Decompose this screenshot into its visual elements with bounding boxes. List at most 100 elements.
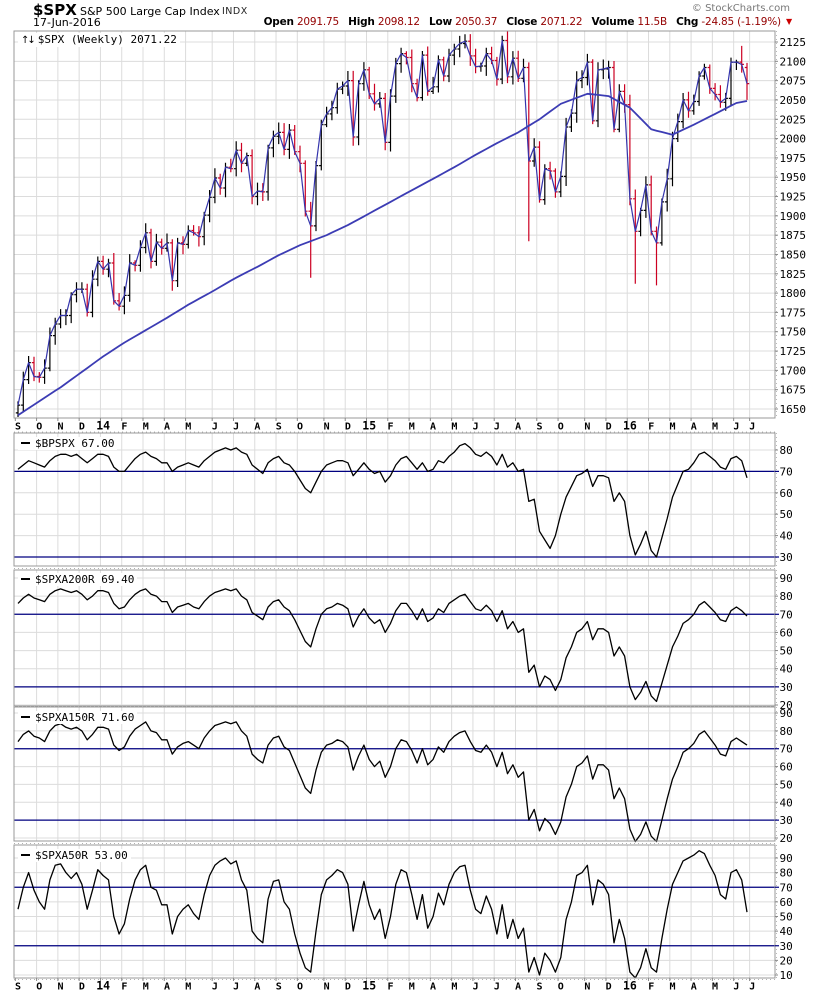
svg-text:F: F xyxy=(387,982,393,993)
svg-text:A: A xyxy=(164,422,170,433)
svg-text:80: 80 xyxy=(780,590,793,603)
svg-text:1775: 1775 xyxy=(780,306,807,319)
volume-label: Volume xyxy=(591,16,635,28)
indicator-line xyxy=(17,850,748,979)
low-value: 2050.37 xyxy=(455,16,498,28)
svg-text:F: F xyxy=(387,422,393,433)
svg-text:1925: 1925 xyxy=(780,191,807,204)
svg-text:40: 40 xyxy=(780,796,793,809)
chart-area: 2125 2100 2075 2050 2025 2000 1975 1950 1925 1900… xyxy=(0,30,820,1000)
svg-text:O: O xyxy=(36,982,42,993)
svg-text:30: 30 xyxy=(780,814,793,827)
svg-text:1900: 1900 xyxy=(780,210,807,223)
month-axis: S O N D 14 F M A M J J A S O N D 15 F M A M J J A S O N D 16 F M A M J J xyxy=(14,418,755,433)
svg-text:50: 50 xyxy=(780,508,793,521)
panel-spxa150r: 90 80 70 60 50 40 30 20 xyxy=(13,706,793,845)
svg-text:1850: 1850 xyxy=(780,248,807,261)
svg-text:90: 90 xyxy=(780,572,793,585)
svg-text:M: M xyxy=(669,422,675,433)
svg-text:30: 30 xyxy=(780,551,793,564)
svg-text:A: A xyxy=(164,982,170,993)
svg-text:D: D xyxy=(606,422,612,433)
legend-dash-icon xyxy=(21,854,30,856)
svg-text:1825: 1825 xyxy=(780,268,807,281)
indicator-line xyxy=(17,721,748,843)
svg-text:M: M xyxy=(451,422,457,433)
svg-text:80: 80 xyxy=(780,725,793,738)
svg-text:N: N xyxy=(58,422,64,433)
svg-text:60: 60 xyxy=(780,761,793,774)
svg-text:30: 30 xyxy=(780,940,793,953)
svg-text:2075: 2075 xyxy=(780,75,807,88)
svg-text:50: 50 xyxy=(780,911,793,924)
svg-text:F: F xyxy=(648,982,654,993)
svg-text:O: O xyxy=(558,422,564,433)
svg-text:S: S xyxy=(276,422,282,433)
svg-text:A: A xyxy=(691,422,697,433)
svg-text:D: D xyxy=(606,982,612,993)
svg-text:1725: 1725 xyxy=(780,345,807,358)
svg-text:1675: 1675 xyxy=(780,384,807,397)
svg-text:J: J xyxy=(233,422,239,433)
svg-text:N: N xyxy=(58,982,64,993)
svg-text:90: 90 xyxy=(780,852,793,865)
svg-text:J: J xyxy=(473,982,479,993)
svg-text:A: A xyxy=(691,982,697,993)
svg-text:J: J xyxy=(494,982,500,993)
svg-text:16: 16 xyxy=(623,979,637,993)
svg-text:M: M xyxy=(409,982,415,993)
svg-text:14: 14 xyxy=(96,979,110,993)
svg-text:40: 40 xyxy=(780,663,793,676)
volume-value: 11.5B xyxy=(637,16,667,28)
legend-dash-icon xyxy=(21,578,30,580)
svg-text:1750: 1750 xyxy=(780,326,807,339)
svg-text:16: 16 xyxy=(623,419,637,433)
ohlc-bars-up xyxy=(15,34,739,417)
svg-text:20: 20 xyxy=(780,699,793,712)
svg-text:70: 70 xyxy=(780,743,793,756)
indicator-line xyxy=(17,588,748,703)
svg-text:90: 90 xyxy=(780,707,793,720)
svg-text:2100: 2100 xyxy=(780,55,807,68)
main-panel-label: ↑↓ $SPX (Weekly) 2071.22 xyxy=(18,33,180,47)
svg-text:40: 40 xyxy=(780,530,793,543)
indicator-line xyxy=(17,442,748,558)
svg-text:M: M xyxy=(143,422,149,433)
svg-text:2125: 2125 xyxy=(780,36,807,49)
svg-text:M: M xyxy=(669,982,675,993)
svg-text:M: M xyxy=(712,422,718,433)
svg-text:60: 60 xyxy=(780,896,793,909)
svg-text:F: F xyxy=(121,422,127,433)
svg-text:A: A xyxy=(254,982,260,993)
symbol: $SPX xyxy=(33,1,77,19)
svg-text:50: 50 xyxy=(780,778,793,791)
svg-text:1700: 1700 xyxy=(780,364,807,377)
svg-text:F: F xyxy=(121,982,127,993)
svg-text:J: J xyxy=(212,422,218,433)
bpspx-panel-label: $BPSPX 67.00 xyxy=(18,437,118,450)
svg-text:A: A xyxy=(515,982,521,993)
high-label: High xyxy=(348,16,375,28)
svg-text:S: S xyxy=(536,982,542,993)
svg-text:S: S xyxy=(276,982,282,993)
svg-text:A: A xyxy=(515,422,521,433)
svg-text:1650: 1650 xyxy=(780,403,807,416)
svg-text:J: J xyxy=(212,982,218,993)
svg-text:10: 10 xyxy=(780,969,793,982)
panel-main: 2125 2100 2075 2050 2025 2000 1975 1950 1925 1900… xyxy=(13,30,807,419)
svg-text:J: J xyxy=(749,982,755,993)
panel-bpspx: 80 70 60 50 40 30 xyxy=(13,432,793,567)
svg-text:A: A xyxy=(430,422,436,433)
svg-text:1800: 1800 xyxy=(780,287,807,300)
svg-text:1875: 1875 xyxy=(780,229,807,242)
svg-text:14: 14 xyxy=(96,419,110,433)
svg-text:M: M xyxy=(451,982,457,993)
open-value: 2091.75 xyxy=(296,16,339,28)
svg-text:70: 70 xyxy=(780,608,793,621)
svg-text:80: 80 xyxy=(780,867,793,880)
svg-text:40: 40 xyxy=(780,925,793,938)
svg-text:J: J xyxy=(473,422,479,433)
svg-text:N: N xyxy=(324,422,330,433)
svg-text:60: 60 xyxy=(780,487,793,500)
